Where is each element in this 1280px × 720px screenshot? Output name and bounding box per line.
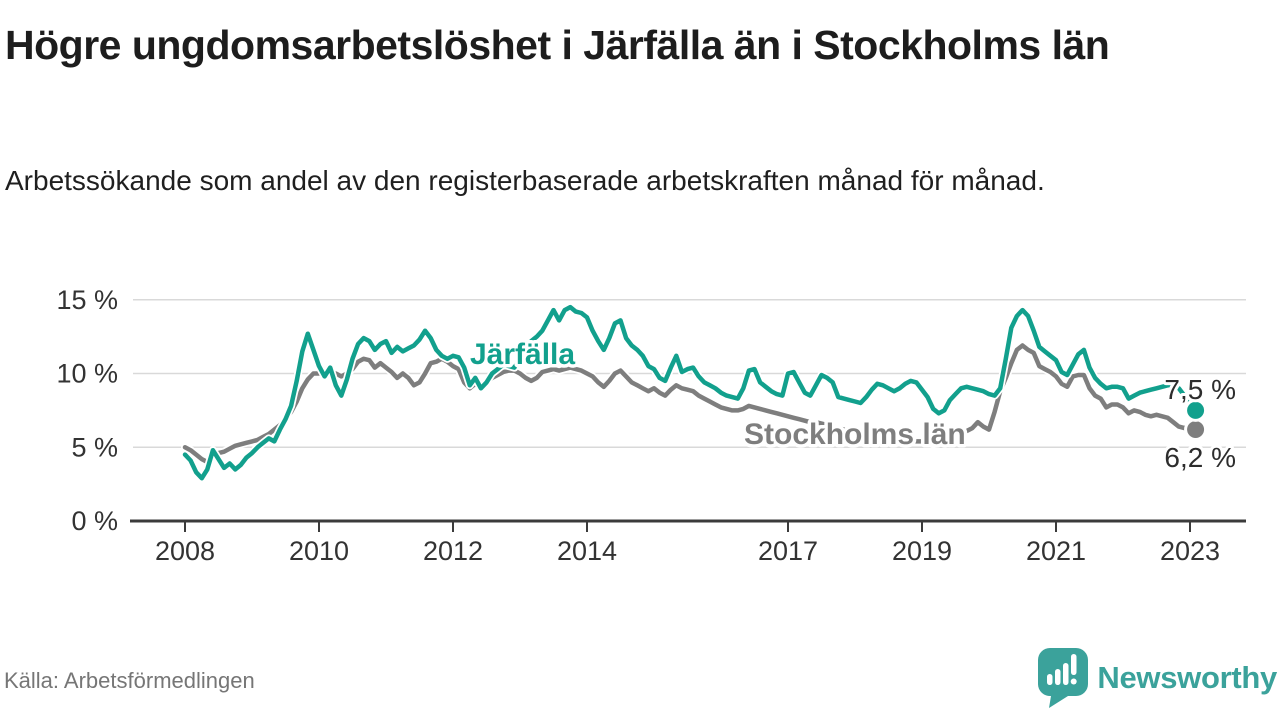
series-line-stockholm <box>182 343 1198 465</box>
brand-name: Newsworthy <box>1097 660 1277 695</box>
x-tick-label: 2008 <box>155 536 215 566</box>
source-note: Källa: Arbetsförmedlingen <box>4 668 255 693</box>
end-dot-stockholm <box>1187 421 1205 439</box>
series-line-jarfalla <box>182 304 1198 481</box>
end-value-label-stockholm: 6,2 % <box>1164 442 1236 473</box>
x-tick-label: 2019 <box>892 536 952 566</box>
y-tick-label: 15 % <box>56 285 118 315</box>
series-label-stockholm: Stockholms län <box>744 418 966 451</box>
newsworthy-icon <box>1038 648 1089 708</box>
x-tick-label: 2017 <box>758 536 818 566</box>
x-tick-label: 2010 <box>289 536 349 566</box>
y-tick-label: 10 % <box>56 359 118 389</box>
series-line-casing <box>181 341 1200 466</box>
series-label-jarfalla: Järfälla <box>470 338 575 371</box>
brand-logo: Newsworthy <box>1038 648 1277 708</box>
chart-subtitle: Arbetssökande som andel av den registerb… <box>5 165 1045 196</box>
y-tick-label: 0 % <box>71 506 118 536</box>
y-tick-label: 5 % <box>71 432 118 462</box>
x-tick-label: 2023 <box>1160 536 1220 566</box>
x-tick-label: 2014 <box>557 536 617 566</box>
end-dot-jarfalla <box>1187 401 1205 419</box>
x-tick-label: 2021 <box>1026 536 1086 566</box>
x-tick-label: 2012 <box>423 536 483 566</box>
end-value-label-jarfalla: 7,5 % <box>1164 374 1236 405</box>
page-title: Högre ungdomsarbetslöshet i Järfälla än … <box>5 22 1110 68</box>
